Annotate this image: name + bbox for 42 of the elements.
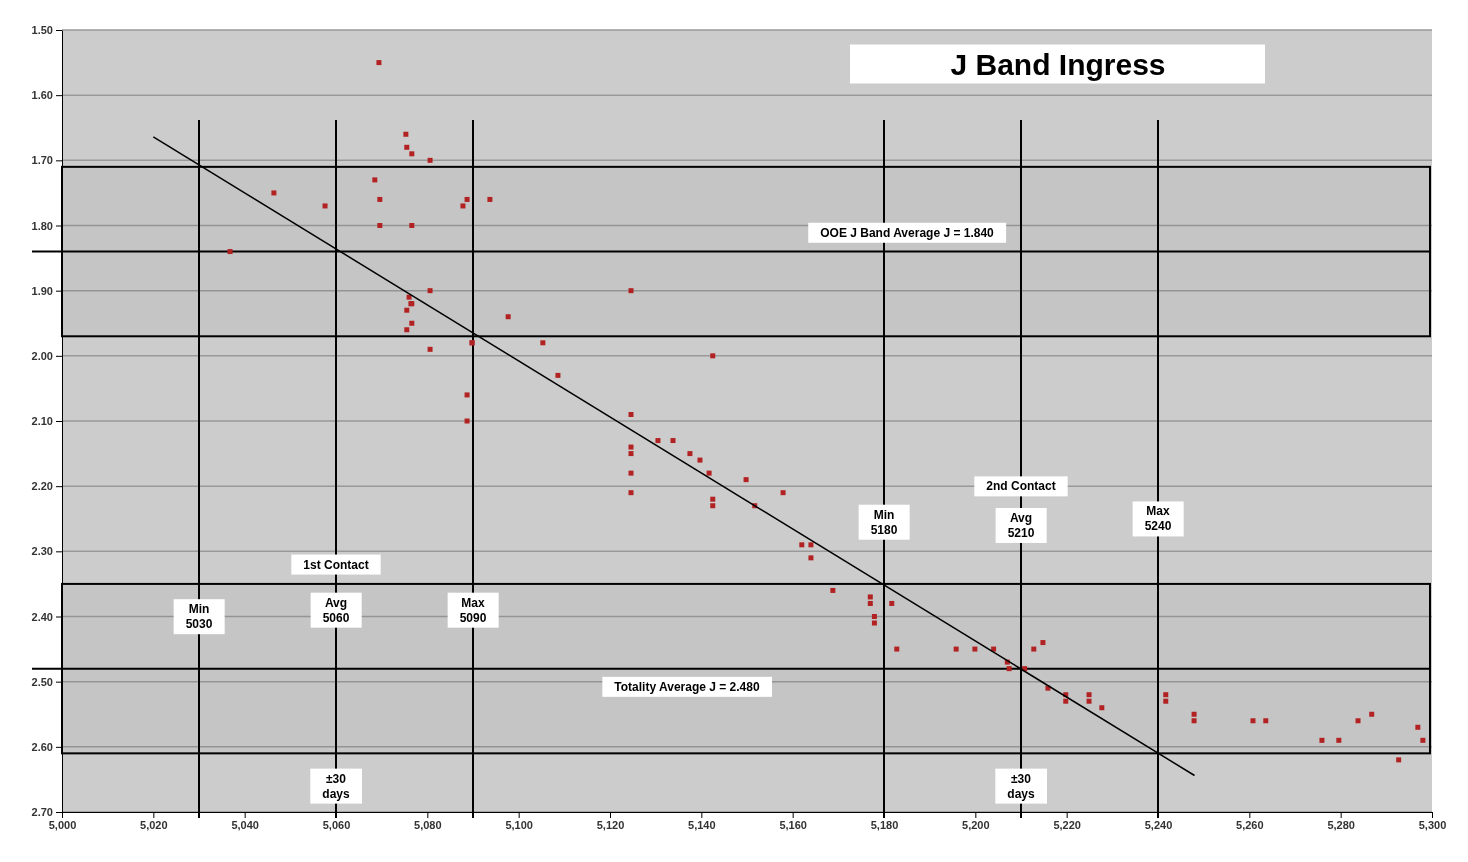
x-tick-label: 5,200 (962, 818, 990, 831)
x-tick-label: 5,080 (414, 818, 442, 831)
y-tick-label: 1.50 (31, 24, 53, 37)
x-tick-label: 5,260 (1236, 818, 1264, 831)
x-tick-label: 5,240 (1144, 818, 1173, 831)
annotation: 2nd Contact (986, 479, 1056, 494)
annotation: ±30 days (1007, 771, 1035, 801)
ref-line-label: Totality Average J = 2.480 (614, 679, 760, 694)
y-tick-label: 1.80 (31, 219, 53, 232)
x-tick-label: 5,140 (688, 818, 716, 831)
x-tick-label: 5,220 (1053, 818, 1081, 831)
x-tick-label: 5,120 (596, 818, 625, 831)
y-tick-label: 2.30 (31, 545, 53, 558)
x-tick-label: 5,100 (505, 818, 533, 831)
annotation: Avg 5210 (1007, 510, 1035, 540)
y-tick-label: 2.20 (31, 480, 53, 493)
y-tick-label: 2.50 (31, 675, 53, 688)
y-tick-label: 1.70 (31, 154, 53, 167)
x-tick-label: 5,040 (231, 818, 259, 831)
annotation: Avg 5060 (322, 595, 350, 625)
y-tick-label: 2.40 (31, 610, 53, 623)
annotation: Max 5240 (1144, 504, 1172, 534)
y-tick-label: 2.60 (31, 740, 53, 753)
x-tick-label: 5,160 (779, 818, 807, 831)
y-tick-label: 2.00 (31, 349, 53, 362)
ref-line-label: OOE J Band Average J = 1.840 (820, 225, 995, 240)
x-tick-label: 5,020 (140, 818, 168, 831)
annotation: 1st Contact (303, 557, 369, 572)
y-tick-label: 2.10 (31, 415, 53, 428)
x-tick-label: 5,180 (870, 818, 899, 831)
y-tick-label: 1.90 (31, 284, 53, 297)
x-tick-label: 5,300 (1418, 818, 1447, 831)
x-tick-label: 5,060 (322, 818, 351, 831)
y-tick-label: 1.60 (31, 89, 53, 102)
annotation: Min 5180 (870, 507, 898, 537)
x-tick-label: 5,000 (48, 818, 77, 831)
y-tick-label: 2.70 (31, 806, 53, 819)
annotation: ±30 days (322, 771, 350, 801)
text: J Band Ingress (950, 47, 1166, 81)
x-tick-label: 5,280 (1327, 818, 1355, 831)
annotation: Min 5030 (185, 602, 213, 632)
annotation: Max 5090 (459, 595, 487, 625)
